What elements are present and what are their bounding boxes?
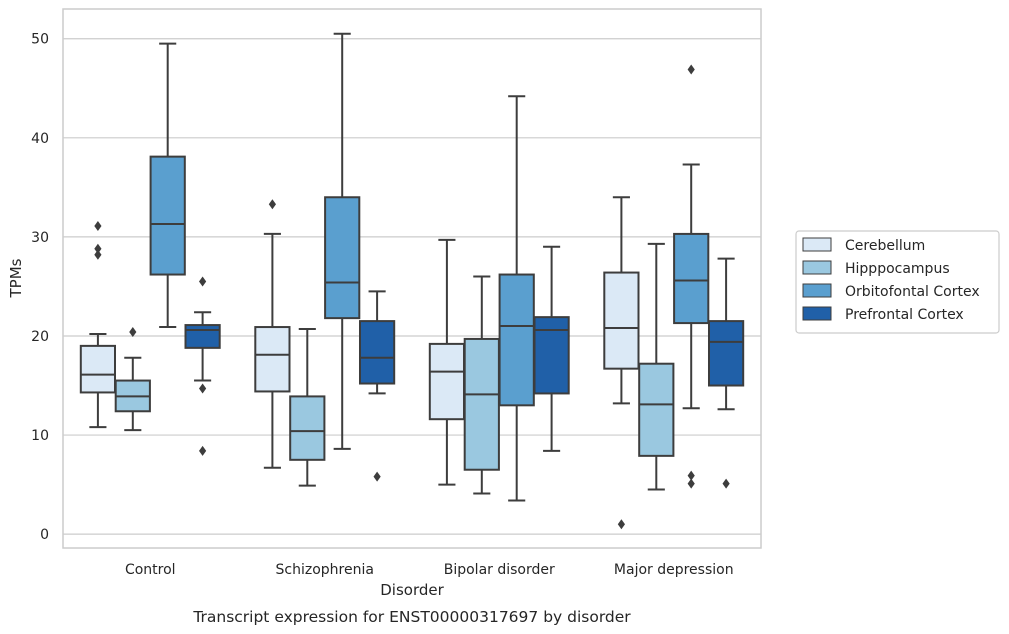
box-body [324, 196, 361, 320]
box-2-1 [463, 275, 500, 495]
x-tick-label-2: Bipolar disorder [444, 562, 555, 578]
y-tick-label-50: 50 [31, 32, 49, 48]
box-body [358, 320, 396, 385]
y-tick-label-30: 30 [31, 230, 49, 246]
box-body [79, 344, 117, 394]
box-body [603, 271, 640, 370]
box-3-2 [673, 64, 710, 489]
legend-swatch-1 [802, 260, 832, 275]
legend-label-1: Hipppocampus [845, 261, 950, 277]
outlier-0 [617, 519, 625, 530]
x-tick-label-0: Control [125, 562, 176, 578]
box-body [149, 155, 186, 276]
box-body [184, 324, 221, 349]
box-plots [79, 32, 745, 530]
legend: Cerebellum Hipppocampus Orbitofontal Corte… [795, 230, 1000, 334]
legend-label-3: Prefrontal Cortex [845, 307, 964, 323]
legend-frame [795, 230, 1000, 334]
x-tick-label-1: Schizophrenia [276, 562, 374, 578]
outlier-2 [199, 276, 207, 287]
box-3-1 [638, 242, 675, 491]
legend-swatch-0 [802, 237, 832, 252]
box-body [707, 320, 745, 387]
box-body [289, 395, 326, 461]
box-body [463, 337, 500, 471]
box-0-3 [184, 276, 221, 456]
legend-label-2: Orbitofontal Cortex [845, 284, 980, 300]
chart-caption: Transcript expression for ENST0000031769… [192, 608, 631, 626]
box-3-3 [707, 257, 745, 489]
box-0-0 [79, 220, 117, 429]
legend-swatch-2 [802, 283, 832, 298]
box-2-2 [498, 95, 535, 502]
outlier-0 [687, 478, 695, 489]
box-body [638, 362, 675, 457]
box-1-1 [289, 328, 326, 487]
outlier-1 [199, 383, 207, 394]
outlier-0 [94, 249, 102, 260]
x-axis-label: Disorder [380, 581, 444, 599]
box-3-0 [603, 196, 640, 530]
box-2-0 [428, 238, 466, 486]
x-tick-label-3: Major depression [614, 562, 734, 578]
box-body [428, 342, 466, 421]
box-body [254, 326, 291, 393]
outlier-1 [94, 243, 102, 254]
box-body [673, 232, 710, 325]
legend-label-0: Cerebellum [845, 238, 925, 254]
y-tick-label-40: 40 [31, 131, 49, 147]
outlier-0 [722, 478, 730, 489]
outlier-0 [268, 199, 276, 210]
y-axis-label: TPMs [7, 258, 25, 298]
box-body [498, 273, 535, 407]
box-1-2 [324, 32, 361, 450]
box-0-2 [149, 42, 186, 329]
box-1-0 [254, 199, 291, 469]
outlier-2 [94, 220, 102, 231]
outlier-0 [373, 471, 381, 482]
legend-swatch-3 [802, 306, 832, 321]
y-tick-label-0: 0 [40, 527, 49, 543]
box-1-3 [358, 290, 396, 482]
outlier-0 [129, 327, 137, 338]
plot-frame [62, 8, 762, 549]
box-0-1 [114, 327, 151, 432]
outlier-0 [199, 445, 207, 456]
outlier-2 [687, 64, 695, 75]
y-tick-labels: 0 10 20 30 40 50 [31, 32, 49, 543]
box-body [533, 316, 570, 395]
outlier-1 [687, 470, 695, 481]
y-tick-label-10: 10 [31, 428, 49, 444]
y-tick-label-20: 20 [31, 329, 49, 345]
x-tick-labels: Control Schizophrenia Bipolar disorder Majo… [125, 562, 734, 578]
box-2-3 [533, 245, 570, 452]
